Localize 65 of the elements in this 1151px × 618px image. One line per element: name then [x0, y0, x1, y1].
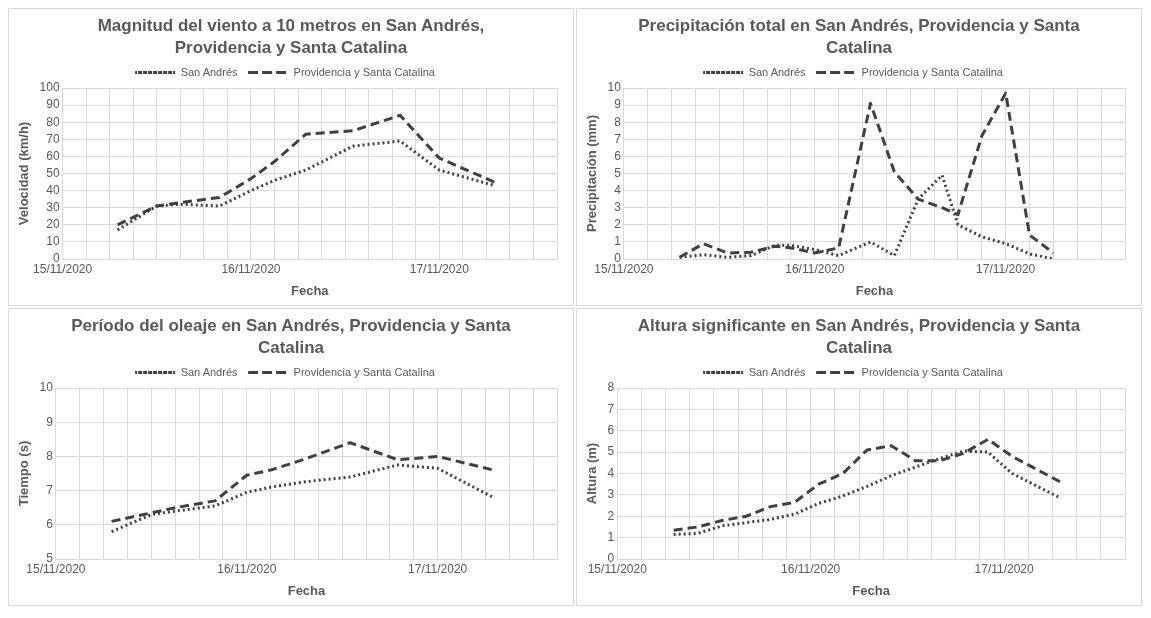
y-axis-title: Velocidad (km/h) — [16, 121, 32, 226]
x-axis-title: Fecha — [287, 582, 327, 598]
legend-label: Providencia y Santa Catalina — [861, 65, 1004, 78]
legend-label: San Andrés — [748, 365, 807, 378]
y-tick-label: 5 — [607, 444, 615, 459]
x-tick-label: 17/11/2020 — [409, 261, 470, 276]
y-tick-label: 60 — [46, 148, 60, 163]
y-tick-label: 100 — [39, 80, 60, 95]
x-tick-label: 15/11/2020 — [594, 261, 654, 276]
y-tick-label: 80 — [46, 114, 60, 129]
y-tick-label: 50 — [46, 165, 60, 180]
x-tick-label: 16/11/2020 — [221, 261, 281, 276]
x-tick-label: 17/11/2020 — [408, 561, 468, 576]
chart-title: Período del oleaje en San Andrés, Providencia y Santa Catalina — [70, 315, 512, 357]
x-tick-label: 16/11/2020 — [785, 261, 845, 276]
y-tick-label: 9 — [46, 414, 54, 429]
y-tick-label: 7 — [46, 482, 54, 497]
y-tick-label: 5 — [614, 165, 622, 180]
y-tick-label: 6 — [46, 517, 54, 532]
y-tick-label: 6 — [614, 148, 622, 163]
legend-label: Providencia y Santa Catalina — [861, 365, 1004, 378]
y-axis-title: Altura (m) — [584, 442, 600, 505]
x-axis-title: Fecha — [291, 282, 330, 298]
legend-label: San Andrés — [180, 65, 239, 78]
y-axis-title: Tiempo (s) — [16, 440, 32, 507]
y-tick-label: 2 — [614, 217, 622, 232]
x-tick-label: 15/11/2020 — [587, 561, 648, 576]
x-tick-label: 15/11/2020 — [26, 561, 86, 576]
x-axis-title: Fecha — [852, 582, 891, 598]
y-tick-label: 1 — [607, 529, 615, 544]
x-axis-title: Fecha — [855, 282, 895, 298]
y-tick-label: 7 — [614, 131, 622, 146]
y-axis-title: Precipitación (mm) — [584, 114, 600, 233]
y-tick-label: 9 — [614, 97, 622, 112]
y-tick-label: 4 — [614, 182, 622, 197]
legend-label: Providencia y Santa Catalina — [293, 65, 436, 78]
y-tick-label: 40 — [46, 182, 60, 197]
y-tick-label: 20 — [46, 217, 60, 232]
x-tick-label: 17/11/2020 — [974, 561, 1035, 576]
chart-title: Altura significante en San Andrés, Providencia y Santa Catalina — [636, 315, 1082, 357]
y-tick-label: 30 — [46, 200, 60, 215]
y-tick-label: 6 — [607, 423, 615, 438]
chart-title: Magnitud del viento a 10 metros en San Andrés, Providencia y Santa Catalina — [96, 15, 486, 57]
legend-label: San Andrés — [748, 65, 807, 78]
y-tick-label: 70 — [46, 131, 60, 146]
y-tick-label: 10 — [39, 380, 54, 395]
x-tick-label: 16/11/2020 — [217, 561, 277, 576]
y-tick-label: 90 — [46, 97, 60, 112]
x-tick-label: 15/11/2020 — [33, 261, 93, 276]
y-tick-label: 3 — [607, 487, 615, 502]
legend-label: Providencia y Santa Catalina — [293, 365, 436, 378]
y-tick-label: 1 — [614, 234, 622, 249]
x-tick-label: 17/11/2020 — [976, 261, 1036, 276]
y-tick-label: 8 — [614, 114, 622, 129]
y-tick-label: 2 — [607, 508, 615, 523]
y-tick-label: 7 — [607, 401, 615, 416]
x-tick-label: 16/11/2020 — [781, 561, 841, 576]
y-tick-label: 8 — [607, 380, 615, 395]
chart-title: Precipitación total en San Andrés, Providencia y Santa Catalina — [637, 15, 1081, 57]
legend-label: San Andrés — [180, 365, 239, 378]
y-tick-label: 4 — [607, 465, 615, 480]
y-tick-label: 10 — [46, 234, 60, 249]
y-tick-label: 3 — [614, 200, 622, 215]
y-tick-label: 10 — [607, 80, 622, 95]
y-tick-label: 8 — [46, 448, 54, 463]
